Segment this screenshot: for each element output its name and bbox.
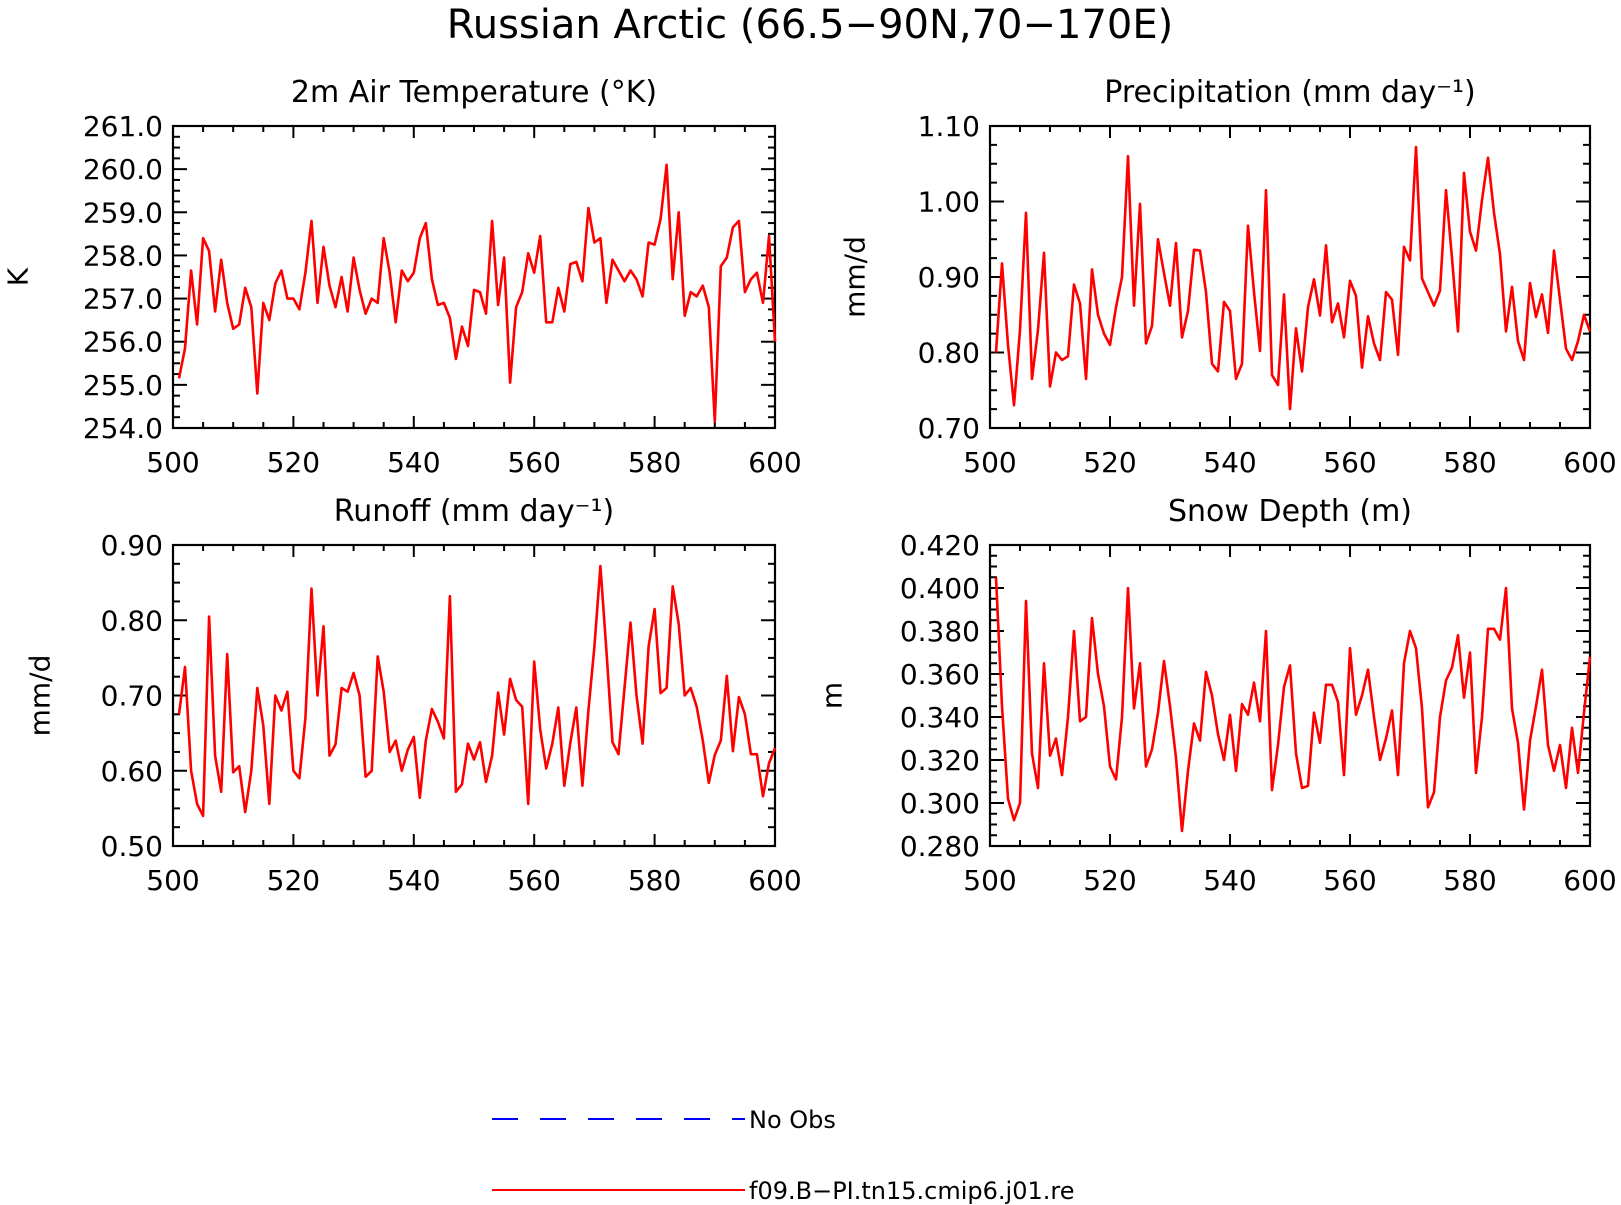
y-tick-label: 0.70: [101, 680, 163, 713]
y-tick-label: 0.90: [101, 529, 163, 562]
x-tick-label: 560: [1323, 864, 1376, 897]
y-tick-label: 0.340: [900, 701, 980, 734]
figure-title: Russian Arctic (66.5−90N,70−170E): [447, 2, 1174, 48]
x-tick-label: 520: [1083, 446, 1136, 479]
legend-label: f09.B−PI.tn15.cmip6.j01.re: [749, 1177, 1074, 1205]
legend: No Obs f09.B−PI.tn15.cmip6.j01.re: [492, 1106, 1074, 1205]
panels-container: 2m Air Temperature (°K) 500 520 540 560 580 60…: [2, 75, 1617, 897]
y-tick-label: 1.10: [918, 110, 980, 143]
y-tick-label: 0.280: [900, 830, 980, 863]
y-tick-label: 257.0: [83, 283, 163, 316]
y-axis-label: mm/d: [839, 236, 872, 318]
y-tick-label: 254.0: [83, 412, 163, 445]
x-tick-label: 520: [267, 864, 320, 897]
x-tick-label: 580: [1443, 446, 1496, 479]
x-tick-label: 600: [748, 446, 801, 479]
x-tick-label: 500: [146, 446, 199, 479]
y-tick-label: 0.90: [918, 261, 980, 294]
y-tick-label: 259.0: [83, 196, 163, 229]
y-axis-label: m: [816, 682, 849, 709]
x-tick-label: 540: [387, 446, 440, 479]
y-tick-label: 261.0: [83, 110, 163, 143]
y-tick-label: 255.0: [83, 369, 163, 402]
x-tick-label: 600: [748, 864, 801, 897]
panel-4: Snow Depth (m) 500 520 540 560 580 600 0.280 0.3…: [816, 494, 1617, 897]
y-tick-label: 0.420: [900, 529, 980, 562]
series-line: [177, 163, 777, 423]
panel-title: Precipitation (mm day⁻¹): [1104, 75, 1475, 110]
x-tick-label: 520: [1083, 864, 1136, 897]
x-tick-label: 540: [387, 864, 440, 897]
x-tick-label: 560: [507, 446, 560, 479]
y-tick-label: 260.0: [83, 153, 163, 186]
x-tick-label: 560: [507, 864, 560, 897]
y-tick-label: 0.300: [900, 787, 980, 820]
y-tick-label: 0.60: [101, 755, 163, 788]
y-tick-label: 0.80: [918, 337, 980, 370]
y-axis-label: mm/d: [24, 655, 57, 737]
x-tick-label: 500: [963, 864, 1016, 897]
x-tick-label: 560: [1323, 446, 1376, 479]
y-tick-label: 0.360: [900, 658, 980, 691]
y-tick-label: 256.0: [83, 326, 163, 359]
panel-title: Runoff (mm day⁻¹): [334, 494, 615, 529]
y-tick-label: 0.50: [101, 830, 163, 863]
x-tick-label: 580: [1443, 864, 1496, 897]
plot-frame: [171, 124, 777, 430]
plot-frame: [988, 124, 1592, 430]
x-tick-label: 520: [267, 446, 320, 479]
panel-title: Snow Depth (m): [1168, 494, 1412, 529]
y-tick-label: 0.380: [900, 615, 980, 648]
y-tick-label: 0.70: [918, 412, 980, 445]
y-tick-label: 0.400: [900, 572, 980, 605]
y-axis-label: K: [2, 267, 35, 286]
x-tick-label: 600: [1563, 446, 1616, 479]
panel-title: 2m Air Temperature (°K): [291, 75, 657, 110]
x-tick-label: 540: [1203, 864, 1256, 897]
x-tick-label: 540: [1203, 446, 1256, 479]
x-tick-label: 580: [628, 446, 681, 479]
legend-label: No Obs: [749, 1106, 836, 1134]
y-tick-label: 0.80: [101, 604, 163, 637]
series-line: [994, 145, 1592, 411]
x-tick-label: 580: [628, 864, 681, 897]
x-tick-label: 600: [1563, 864, 1616, 897]
y-tick-label: 258.0: [83, 239, 163, 272]
series-line: [177, 564, 777, 818]
panel-3: Runoff (mm day⁻¹) 500 520 540 560 580 600 0.50 0…: [24, 494, 802, 897]
y-tick-label: 1.00: [918, 186, 980, 219]
x-tick-label: 500: [963, 446, 1016, 479]
panel-1: 2m Air Temperature (°K) 500 520 540 560 580 60…: [2, 75, 802, 479]
x-tick-label: 500: [146, 864, 199, 897]
panel-2: Precipitation (mm day⁻¹) 500 520 540 560 580 6…: [839, 75, 1617, 479]
plot-frame: [988, 543, 1592, 848]
y-tick-label: 0.320: [900, 744, 980, 777]
series-line: [994, 577, 1592, 833]
